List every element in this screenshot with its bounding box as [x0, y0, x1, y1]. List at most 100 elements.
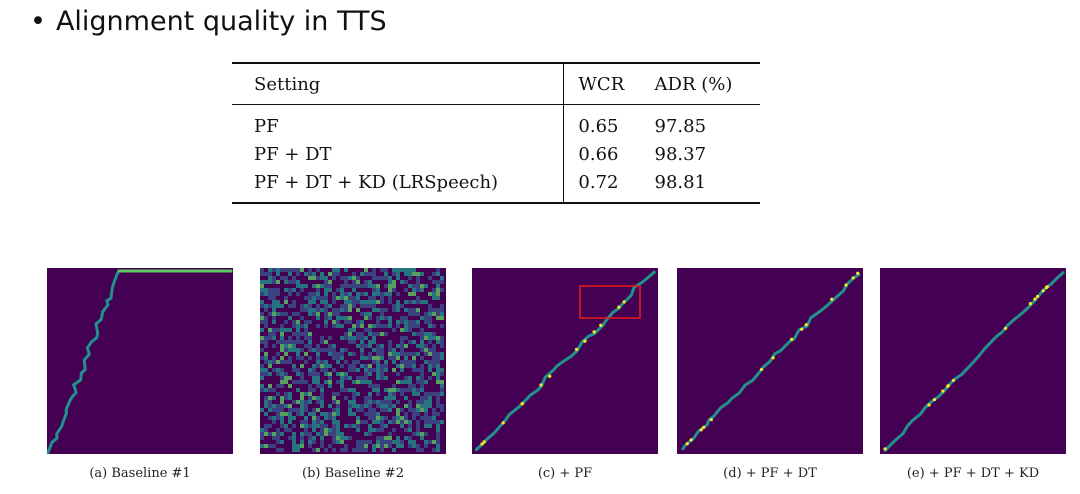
alignment-peak — [790, 337, 794, 341]
heatmap-cell — [268, 280, 272, 284]
heatmap-cell — [384, 408, 388, 412]
heatmap-cell — [316, 308, 320, 312]
heatmap-cell — [416, 352, 420, 356]
heatmap-cell — [396, 372, 400, 376]
heatmap-cell — [408, 420, 412, 424]
heatmap-cell — [276, 372, 280, 376]
heatmap-cell — [352, 412, 356, 416]
heatmap-cell — [408, 404, 412, 408]
heatmap-cell — [332, 352, 336, 356]
heatmap-cell — [440, 380, 444, 384]
heatmap-cell — [360, 284, 364, 288]
heatmap-cell — [280, 336, 284, 340]
heatmap-cell — [420, 316, 424, 320]
heatmap-cell — [412, 388, 416, 392]
heatmap-cell — [356, 360, 360, 364]
heatmap-cell — [280, 448, 284, 452]
heatmap-cell — [264, 444, 268, 448]
heatmap-cell — [380, 404, 384, 408]
heatmap-cell — [288, 408, 292, 412]
heatmap-cell — [328, 284, 332, 288]
heatmap-cell — [360, 292, 364, 296]
heatmap-cell — [428, 368, 432, 372]
heatmap-cell — [268, 400, 272, 404]
heatmap-cell — [304, 432, 308, 436]
heatmap-cell — [380, 276, 384, 280]
heatmap-cell — [404, 336, 408, 340]
heatmap-cell — [356, 284, 360, 288]
heatmap-cell — [392, 416, 396, 420]
heatmap-cell — [400, 368, 404, 372]
heatmap-cell — [344, 268, 348, 272]
heatmap-cell — [260, 364, 264, 368]
heatmap-cell — [384, 360, 388, 364]
heatmap-cell — [340, 276, 344, 280]
heatmap-cell — [420, 372, 424, 376]
heatmap-cell — [396, 364, 400, 368]
heatmap-cell — [396, 380, 400, 384]
heatmap-cell — [304, 272, 308, 276]
alignment-peak — [1044, 285, 1049, 290]
heatmap-cell — [396, 436, 400, 440]
heatmap-cell — [348, 332, 352, 336]
heatmap-cell — [380, 424, 384, 428]
heatmap-cell — [272, 368, 276, 372]
heatmap-cell — [420, 364, 424, 368]
heatmap-cell — [432, 440, 436, 444]
heatmap-cell — [280, 416, 284, 420]
heatmap-cell — [316, 352, 320, 356]
heatmap-cell — [260, 320, 264, 324]
heatmap-cell — [408, 328, 412, 332]
heatmap-cell — [308, 308, 312, 312]
cell-setting: PF + DT — [232, 140, 565, 168]
heatmap-cell — [420, 408, 424, 412]
heatmap-cell — [340, 384, 344, 388]
heatmap-cell — [356, 424, 360, 428]
heatmap-cell — [324, 432, 328, 436]
heatmap-cell — [396, 388, 400, 392]
heatmap-cell — [324, 276, 328, 280]
heatmap-cell — [380, 332, 384, 336]
highlight-box — [579, 285, 641, 319]
heatmap-cell — [436, 376, 440, 380]
heatmap-cell — [376, 276, 380, 280]
heatmap-cell — [332, 308, 336, 312]
heatmap-cell — [288, 336, 292, 340]
heatmap-cell — [416, 424, 420, 428]
heatmap-cell — [360, 448, 364, 452]
heatmap-cell — [376, 384, 380, 388]
heatmap-cell — [276, 292, 280, 296]
heatmap-cell — [404, 316, 408, 320]
heatmap-cell — [404, 356, 408, 360]
heatmap-cell — [432, 412, 436, 416]
heatmap-cell — [316, 372, 320, 376]
heatmap-cell — [356, 332, 360, 336]
heatmap-cell — [408, 376, 412, 380]
heatmap-cell — [364, 400, 368, 404]
heatmap-cell — [372, 304, 376, 308]
heatmap-cell — [416, 280, 420, 284]
heatmap-cell — [336, 316, 340, 320]
heatmap-cell — [316, 364, 320, 368]
heatmap-cell — [384, 416, 388, 420]
heatmap-cell — [288, 272, 292, 276]
heatmap-cell — [280, 412, 284, 416]
heatmap-cell — [364, 284, 368, 288]
heatmap-cell — [272, 356, 276, 360]
heatmap-cell — [412, 340, 416, 344]
heatmap-cell — [340, 436, 344, 440]
heatmap-cell — [308, 320, 312, 324]
heatmap-cell — [392, 352, 396, 356]
heatmap-cell — [348, 284, 352, 288]
heatmap-cell — [288, 292, 292, 296]
heatmap-cell — [392, 280, 396, 284]
heatmap-cell — [396, 304, 400, 308]
heatmap-cell — [320, 396, 324, 400]
heatmap-cell — [428, 320, 432, 324]
heatmap-cell — [264, 356, 268, 360]
heatmap-cell — [344, 376, 348, 380]
alignment-peak — [685, 442, 689, 446]
heatmap-cell — [384, 424, 388, 428]
heatmap-cell — [320, 368, 324, 372]
heatmap-cell — [368, 344, 372, 348]
